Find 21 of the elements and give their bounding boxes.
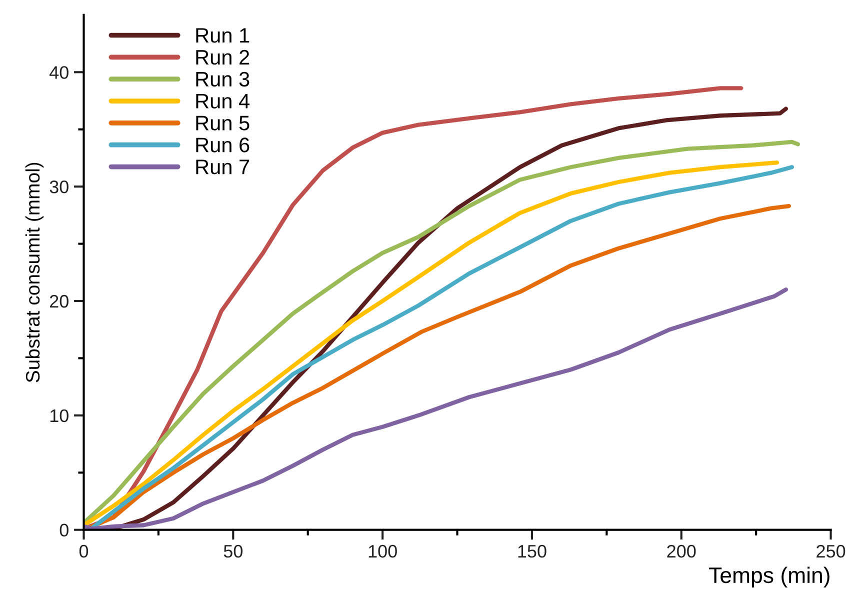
x-tick-label: 150 <box>518 544 546 558</box>
y-tick-label: 10 <box>50 409 68 422</box>
x-axis-title: Temps (min) <box>709 566 830 588</box>
y-tick-label: 20 <box>50 294 68 308</box>
y-tick-label: 0 <box>60 524 68 537</box>
x-tick-label: 200 <box>667 544 696 558</box>
x-tick-label: 250 <box>816 544 846 558</box>
legend-label: Run 5 <box>196 116 250 130</box>
y-tick-label: 30 <box>50 180 68 194</box>
y-axis-title: Substrat consumit (mmol) <box>25 162 44 382</box>
legend-label: Run 1 <box>196 28 250 43</box>
line-series <box>84 287 788 530</box>
legend-label: Run 7 <box>196 160 250 174</box>
x-tick-label: 50 <box>224 544 242 558</box>
x-tick-label: 0 <box>79 544 88 558</box>
legend-label: Run 2 <box>196 50 250 65</box>
legend-label: Run 6 <box>196 138 250 152</box>
legend-label: Run 4 <box>196 94 250 109</box>
y-tick-label: 40 <box>50 66 68 79</box>
legend-label: Run 3 <box>196 72 250 87</box>
x-tick-label: 100 <box>368 544 397 558</box>
